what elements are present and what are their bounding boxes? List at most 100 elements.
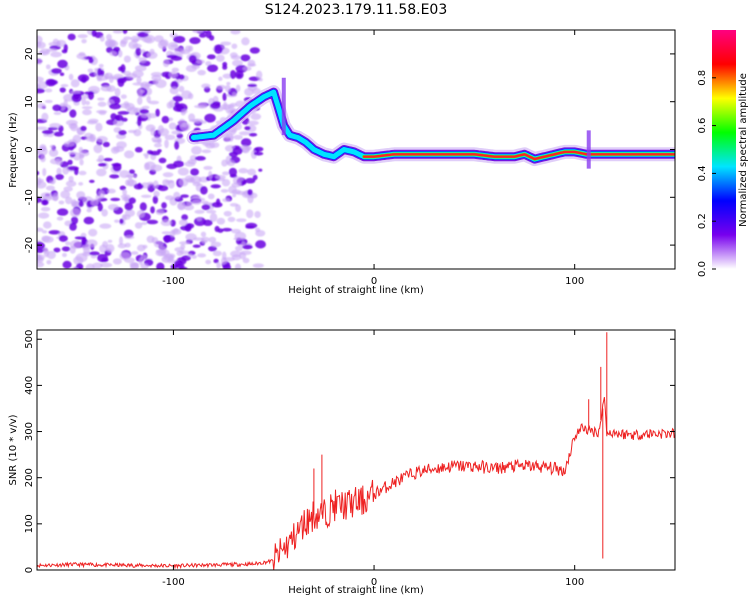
spectrogram-noise-blob (232, 59, 243, 67)
spectrogram-noise-blob (167, 259, 176, 264)
spectrogram-noise-blob (173, 191, 181, 200)
spectrogram-noise-blob (176, 250, 184, 257)
spectrogram-noise-blob (56, 208, 69, 216)
spectrogram-noise-blob (201, 200, 209, 205)
spectrogram-noise-blob (181, 255, 191, 261)
spectrogram-noise-blob (170, 219, 176, 227)
spectrogram-noise-blob (141, 221, 148, 225)
spectrogram-noise-blob (122, 189, 128, 196)
spectrogram-noise-blob (216, 217, 226, 225)
spectrogram-noise-blob (78, 170, 87, 176)
spectrogram-noise-blob (140, 194, 152, 198)
spectrogram-noise-blob (45, 78, 57, 87)
spectrogram-noise-blob (208, 236, 217, 243)
spectrogram-noise-blob (46, 260, 52, 265)
spectrogram-noise-blob (63, 44, 68, 52)
spectrogram-noise-blob (143, 34, 156, 44)
spectrogram-ylabel: Frequency (Hz) (8, 112, 19, 188)
snr-ytick-label: 100 (24, 514, 35, 533)
spectrogram-noise-blob (238, 168, 249, 174)
spectrogram-noise-blob (86, 120, 98, 125)
spectrogram-noise-blob (249, 47, 260, 54)
spectrogram-noise-blob (68, 73, 74, 81)
spectrogram-noise-blob (250, 113, 262, 120)
spectrogram-noise-blob (142, 244, 148, 249)
spectrogram-noise-blob (163, 234, 171, 243)
spectrogram-noise-blob (161, 231, 172, 235)
spectrogram-noise-blob (112, 30, 123, 34)
spectrogram-noise-blob (58, 200, 65, 205)
spectrogram-noise-blob (177, 167, 189, 176)
spectrogram-noise-blob (77, 34, 88, 39)
spectrogram-noise-blob (191, 199, 202, 205)
spectrogram-noise-blob (168, 99, 175, 108)
spectrogram-noise-blob (45, 64, 51, 70)
spectrogram-noise-blob (37, 181, 47, 189)
spectrogram-noise-blob (85, 239, 98, 248)
spectrogram-noise-blob (68, 151, 77, 156)
spectrogram-noise-blob (220, 257, 228, 265)
spectrogram-noise-blob (162, 59, 170, 68)
spectrogram-noise-blob (180, 243, 186, 250)
spectrogram-noise-blob (50, 51, 62, 58)
spectrogram-noise-blob (119, 236, 124, 245)
spectrogram-noise-blob (85, 100, 90, 106)
spectrogram-xlabel: Height of straight line (km) (288, 285, 424, 296)
spectrogram-noise-blob (55, 173, 64, 181)
spectrogram-noise-blob (247, 120, 259, 126)
spectrogram-noise-blob (55, 157, 63, 166)
spectrogram-noise-blob (211, 201, 223, 208)
spectrogram-noise-blob (138, 257, 144, 266)
spectrogram-noise-blob (56, 167, 62, 176)
spectrogram-noise-blob (53, 247, 61, 253)
spectrogram-noise-blob (49, 180, 55, 185)
spectrogram-noise-blob (150, 206, 155, 214)
spectrogram-noise-blob (240, 138, 252, 147)
spectrogram-noise-blob (201, 204, 211, 211)
spectrogram-noise-blob (214, 45, 223, 54)
spectrogram-noise-blob (201, 83, 211, 89)
colorbar-tick-label: 0.6 (697, 118, 708, 134)
spectrogram-noise-blob (137, 32, 149, 38)
spectrogram-noise-blob (222, 198, 231, 203)
spectrogram-noise-blob (127, 174, 133, 180)
spectrogram-noise-blob (191, 254, 197, 259)
spectrogram-noise-blob (181, 109, 188, 114)
spectrogram-noise-blob (59, 87, 66, 93)
spectrogram-noise-blob (185, 233, 197, 241)
spectrogram-noise-blob (88, 57, 94, 64)
spectrogram-noise-blob (216, 262, 221, 269)
spectrogram-xtick-label: 100 (565, 276, 584, 287)
spectrogram-noise-blob (152, 139, 161, 143)
spectrogram-noise-blob (209, 212, 218, 222)
spectrogram-noise-blob (194, 209, 205, 214)
spectrogram-noise-blob (211, 177, 216, 182)
spectrogram-noise-blob (117, 110, 130, 115)
snr-ytick-label: 200 (24, 468, 35, 487)
spectrogram-noise-blob (221, 227, 233, 232)
spectrogram-noise-blob (189, 37, 201, 45)
spectrogram-noise-blob (221, 159, 228, 167)
spectrogram-noise-blob (148, 100, 160, 105)
spectrogram-ytick-label: 0 (24, 146, 35, 152)
spectrogram-noise-blob (37, 35, 43, 44)
spectrogram-noise-blob (155, 79, 167, 89)
spectrogram-noise-blob (71, 93, 82, 103)
spectrogram-noise-blob (38, 50, 49, 55)
spectrogram-noise-blob (68, 122, 77, 129)
spectrogram-noise-blob (139, 109, 149, 114)
spectrogram-noise-blob (101, 209, 108, 217)
spectrogram-noise-blob (116, 141, 127, 149)
spectrogram-noise-blob (245, 177, 256, 184)
spectrogram-noise-blob (107, 239, 113, 243)
spectrogram-noise-blob (240, 54, 251, 62)
spectrogram-noise-blob (242, 257, 250, 264)
spectrogram-noise-blob (117, 243, 127, 249)
snr-ytick-label: 500 (24, 330, 35, 349)
spectrogram-noise-blob (126, 178, 135, 187)
spectrogram-noise-blob (133, 183, 144, 190)
spectrogram-noise-blob (232, 176, 244, 185)
spectrogram-noise-blob (98, 162, 107, 167)
spectrogram-noise-blob (67, 33, 76, 41)
